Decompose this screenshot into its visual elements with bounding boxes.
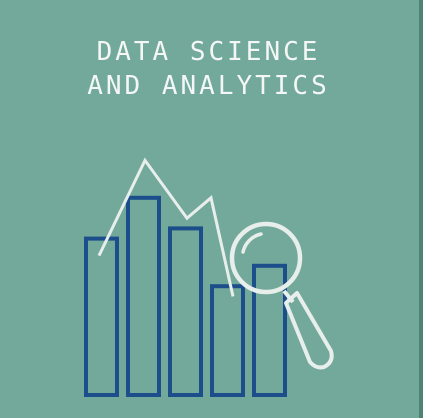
title-block: DATA SCIENCE AND ANALYTICS [0, 35, 417, 103]
edge-strip [419, 0, 423, 418]
magnifier-icon [229, 221, 334, 370]
title-line-2: AND ANALYTICS [87, 71, 330, 101]
chart-bar [168, 226, 203, 397]
chart-bar [84, 236, 119, 397]
trend-line-icon [97, 157, 235, 297]
title-line-1: DATA SCIENCE [96, 37, 321, 67]
magnifier-neck [282, 289, 295, 304]
magnifier-glare [241, 232, 263, 254]
chart-bar [252, 263, 287, 397]
magnifier-handle [284, 291, 334, 370]
bar-chart-icon [84, 195, 287, 398]
magnifier-lens [229, 221, 303, 295]
chart-bar [126, 195, 161, 397]
chart-bar [210, 284, 245, 398]
